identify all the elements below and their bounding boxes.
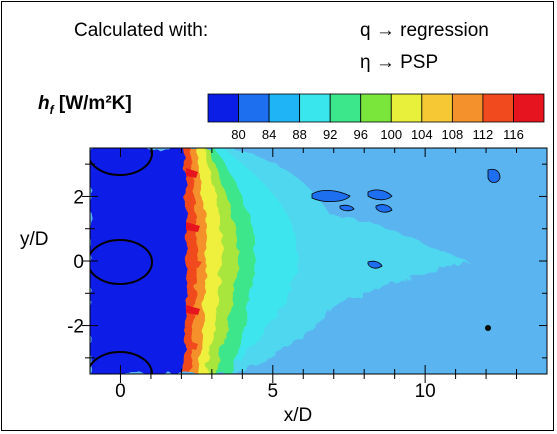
colorbar-tick-label: 92 bbox=[323, 127, 337, 142]
colorbar-tick-label: 80 bbox=[231, 127, 245, 142]
low-value-islands bbox=[311, 168, 501, 269]
colorbar-tick-label: 116 bbox=[503, 127, 524, 142]
axis-ticks bbox=[82, 148, 547, 383]
x-tick-label: 10 bbox=[415, 381, 436, 402]
q-regression-label: q → regression bbox=[360, 20, 489, 41]
colorbar-segment bbox=[299, 93, 331, 123]
colorbar-segment bbox=[421, 93, 453, 123]
y-axis-label: y/D bbox=[20, 229, 49, 250]
colorbar-segment bbox=[390, 93, 423, 123]
colorbar-segment bbox=[513, 93, 545, 123]
colorbar-tick-label: 96 bbox=[353, 127, 367, 142]
colorbar-segment bbox=[360, 93, 392, 123]
colorbar-title-subscript: f bbox=[49, 102, 54, 117]
streaks bbox=[186, 168, 202, 350]
jet-hole-top bbox=[90, 148, 153, 176]
jet-hole-outlines bbox=[90, 148, 153, 374]
colorbar-segment bbox=[207, 93, 239, 123]
colorbar-title-symbol: h bbox=[38, 93, 50, 114]
colorbar-tick-label: 100 bbox=[380, 127, 402, 142]
colorbar: 80 84 88 92 96 100 104 108 112 116 bbox=[207, 93, 545, 142]
x-tick-label: 0 bbox=[115, 381, 126, 402]
colorbar-tick-label: 84 bbox=[262, 127, 276, 142]
colorbar-tick-label: 104 bbox=[411, 127, 433, 142]
colorbar-title-units: [W/m²K] bbox=[58, 93, 132, 114]
axis-tick-labels: 0 5 10 2 0 -2 bbox=[67, 187, 436, 402]
y-tick-label: 2 bbox=[73, 187, 84, 208]
heatmap-plot bbox=[90, 148, 547, 374]
jet-hole-middle bbox=[90, 239, 153, 285]
y-tick-label: -2 bbox=[67, 317, 84, 338]
x-tick-label: 5 bbox=[268, 381, 279, 402]
colorbar-segment bbox=[238, 93, 270, 123]
eta-psp-label: η → PSP bbox=[360, 52, 439, 73]
colorbar-segment bbox=[268, 93, 301, 123]
colorbar-segment bbox=[329, 93, 362, 123]
colorbar-segment bbox=[482, 93, 514, 123]
blue-region bbox=[90, 148, 187, 374]
colorbar-tick-label: 88 bbox=[292, 127, 306, 142]
x-axis-label: x/D bbox=[284, 405, 313, 426]
colorbar-tick-label: 108 bbox=[442, 127, 464, 142]
y-tick-label: 0 bbox=[73, 252, 84, 273]
black-dot bbox=[485, 325, 491, 331]
colorbar-title: hf [W/m²K] bbox=[38, 93, 132, 117]
jet-hole-bottom bbox=[90, 351, 153, 374]
colorbar-segment bbox=[451, 93, 484, 123]
calculated-with-label: Calculated with: bbox=[74, 20, 209, 41]
colorbar-tick-label: 112 bbox=[473, 127, 494, 142]
